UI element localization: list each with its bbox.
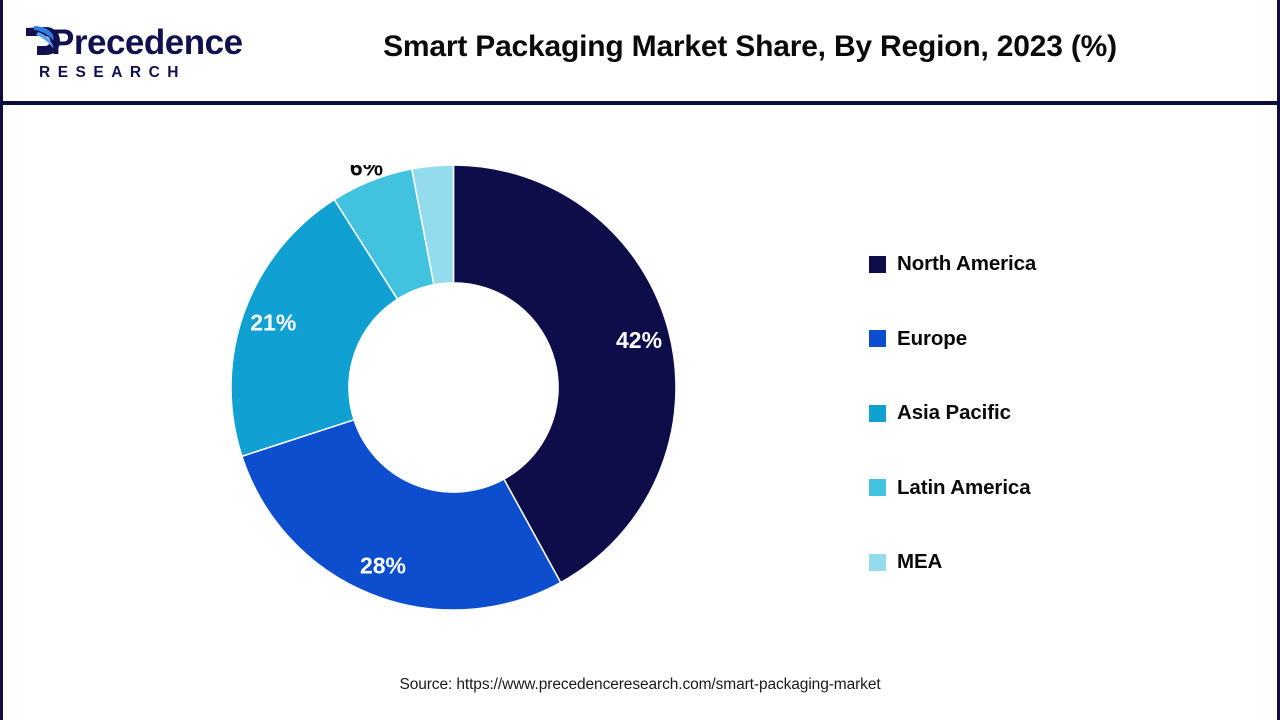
chart-header: Precedence RESEARCH Smart Packaging Mark… bbox=[3, 0, 1277, 105]
legend-item-label: North America bbox=[897, 252, 1037, 276]
legend-item-label: Europe bbox=[897, 326, 968, 350]
logo-wordmark-initial: P bbox=[51, 23, 74, 62]
logo-wordmark: Precedence bbox=[37, 22, 243, 64]
donut-slices bbox=[231, 165, 676, 610]
precedence-research-logo: Precedence RESEARCH bbox=[21, 22, 243, 84]
legend-swatch-icon bbox=[869, 404, 886, 422]
legend-item-north-america[interactable]: North America bbox=[869, 227, 1159, 302]
legend-item-mea[interactable]: MEA bbox=[869, 525, 1159, 600]
donut-slice-labels: 42%28%21%6%3% bbox=[250, 165, 662, 579]
slice-label-north-america: 42% bbox=[616, 327, 662, 353]
slice-label-latin-america: 6% bbox=[350, 165, 383, 181]
donut-slice-north-america[interactable] bbox=[452, 165, 677, 584]
legend-swatch-icon bbox=[869, 479, 886, 497]
legend-item-asia-pacific[interactable]: Asia Pacific bbox=[869, 376, 1159, 451]
precedence-leaf-p-icon bbox=[26, 26, 60, 55]
legend-item-latin-america[interactable]: Latin America bbox=[869, 451, 1159, 526]
logo-subtitle: RESEARCH bbox=[39, 64, 186, 81]
donut-slice-mea[interactable] bbox=[410, 165, 455, 286]
donut-slice-europe[interactable] bbox=[240, 418, 562, 610]
legend-item-label: Latin America bbox=[897, 475, 1031, 499]
legend-swatch-icon bbox=[869, 553, 886, 571]
legend-item-europe[interactable]: Europe bbox=[869, 302, 1159, 377]
donut-chart-svg: 42%28%21%6%3% bbox=[231, 165, 676, 610]
legend-swatch-icon bbox=[869, 330, 886, 348]
donut-slice-asia-pacific[interactable] bbox=[231, 198, 399, 458]
page-title: Smart Packaging Market Share, By Region,… bbox=[383, 30, 1117, 63]
slice-label-asia-pacific: 21% bbox=[250, 310, 296, 336]
legend-item-label: MEA bbox=[897, 550, 943, 574]
legend-swatch-icon bbox=[869, 255, 886, 273]
donut-chart: 42%28%21%6%3% bbox=[231, 165, 676, 610]
slice-label-europe: 28% bbox=[360, 553, 406, 579]
chart-legend: North America Europe Asia Pacific Latin Ame… bbox=[869, 227, 1159, 600]
logo-wordmark-rest: recedence bbox=[73, 23, 243, 62]
legend-item-label: Asia Pacific bbox=[897, 401, 1011, 425]
source-caption: Source: https://www.precedenceresearch.c… bbox=[399, 676, 881, 693]
